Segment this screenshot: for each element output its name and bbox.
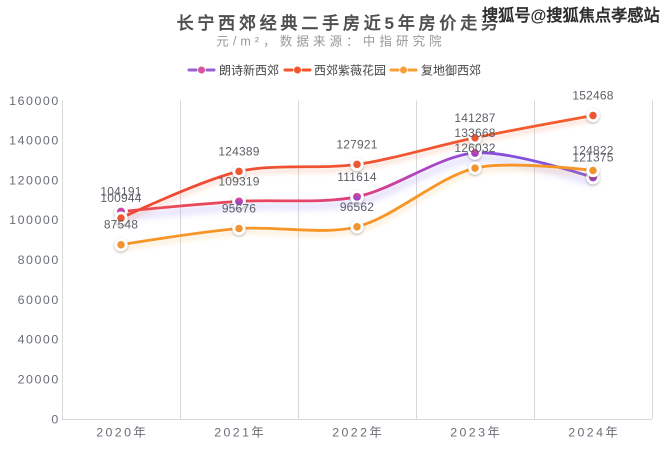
svg-text:111614: 111614 (337, 170, 377, 184)
svg-text:140000: 140000 (9, 134, 60, 148)
svg-text:元/m²，数据来源：中指研究院: 元/m²，数据来源：中指研究院 (216, 34, 446, 49)
svg-text:121375: 121375 (572, 150, 613, 164)
svg-text:40000: 40000 (18, 333, 60, 347)
svg-text:搜狐号@搜狐焦点孝感站: 搜狐号@搜狐焦点孝感站 (482, 6, 660, 25)
svg-text:133668: 133668 (454, 126, 495, 140)
svg-text:124389: 124389 (218, 144, 259, 158)
svg-text:141287: 141287 (454, 111, 495, 125)
svg-text:96562: 96562 (340, 200, 374, 214)
svg-text:160000: 160000 (9, 94, 60, 108)
svg-text:长宁西郊经典二手房近5年房价走势: 长宁西郊经典二手房近5年房价走势 (177, 13, 502, 33)
svg-text:104191: 104191 (100, 185, 141, 199)
svg-text:87548: 87548 (104, 218, 138, 232)
svg-text:60000: 60000 (18, 293, 60, 307)
svg-text:100944: 100944 (100, 191, 141, 205)
svg-text:152468: 152468 (572, 89, 613, 103)
svg-text:朗诗新西郊: 朗诗新西郊 (219, 62, 279, 77)
svg-text:20000: 20000 (18, 373, 60, 387)
svg-text:95676: 95676 (222, 202, 256, 216)
svg-text:2022年: 2022年 (332, 426, 384, 440)
svg-text:2023年: 2023年 (450, 426, 502, 440)
svg-text:127921: 127921 (336, 137, 377, 151)
svg-text:109319: 109319 (218, 174, 259, 188)
svg-text:124822: 124822 (572, 144, 613, 158)
svg-text:100000: 100000 (9, 213, 60, 227)
svg-text:2021年: 2021年 (214, 426, 266, 440)
svg-text:80000: 80000 (18, 253, 60, 267)
svg-text:复地御西郊: 复地御西郊 (421, 62, 481, 77)
svg-text:0: 0 (51, 412, 59, 426)
svg-text:126032: 126032 (454, 141, 495, 155)
svg-text:2024年: 2024年 (568, 426, 620, 440)
svg-text:120000: 120000 (9, 173, 60, 187)
svg-text:2020年: 2020年 (96, 426, 148, 440)
svg-text:西郊紫薇花园: 西郊紫薇花园 (314, 62, 386, 77)
